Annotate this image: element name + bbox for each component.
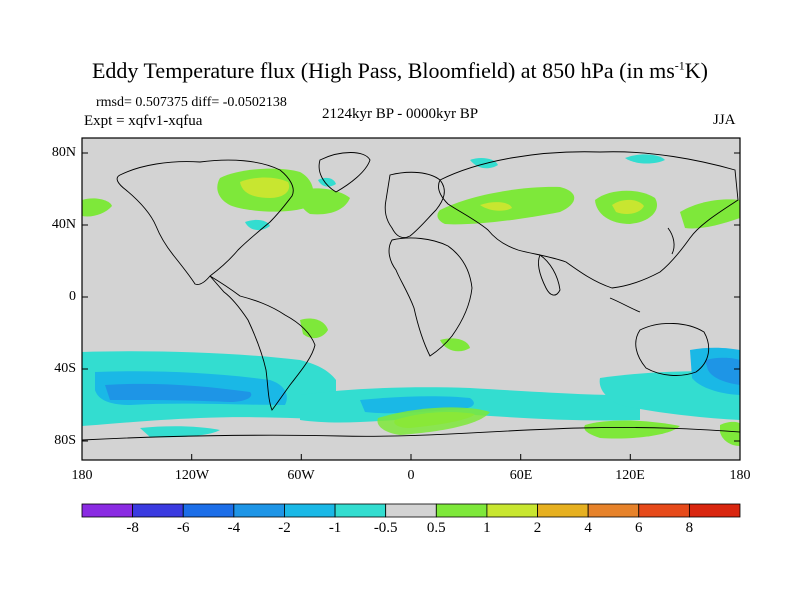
colorbar-label: -2 (278, 520, 291, 536)
colorbar-swatch (334, 503, 387, 518)
lon-label-60w: 60W (287, 468, 315, 483)
figure-title: Eddy Temperature flux (High Pass, Bloomf… (91, 58, 708, 83)
colorbar-label: -8 (126, 520, 139, 536)
colorbar-swatch (486, 503, 538, 518)
lon-label-0: 0 (407, 468, 415, 483)
colorbar-swatch (638, 503, 690, 518)
experiment-label: Expt = xqfv1-xqfua (84, 113, 203, 129)
colorbar-label: 4 (584, 520, 592, 536)
lat-label-40n: 40N (51, 217, 76, 232)
colorbar (81, 503, 741, 518)
colorbar-swatch (537, 503, 589, 518)
lon-label-180e: 180 (729, 468, 751, 483)
lat-label-40s: 40S (54, 361, 76, 376)
colorbar-swatch (688, 503, 741, 518)
colorbar-label: 1 (483, 520, 491, 536)
colorbar-label: 0.5 (426, 520, 446, 536)
colorbar-label: 8 (685, 520, 694, 536)
period-label: 2124kyr BP - 0000kyr BP (322, 106, 479, 122)
colorbar-label: 6 (635, 520, 643, 536)
colorbar-swatch (587, 503, 640, 518)
lon-label-120e: 120E (615, 468, 645, 483)
stats-readout: rmsd= 0.507375 diff= -0.0502138 (96, 95, 287, 110)
colorbar-label: -6 (176, 520, 190, 536)
lon-label-60e: 60E (509, 468, 533, 483)
map-ticks (81, 152, 741, 460)
lat-label-80s: 80S (54, 433, 76, 448)
lat-label-80n: 80N (51, 145, 76, 160)
colorbar-swatch (435, 503, 488, 518)
coastlines (81, 151, 741, 441)
lon-label-120w: 120W (174, 468, 210, 483)
colorbar-label: -0.5 (373, 520, 398, 536)
colorbar-label: -4 (227, 520, 241, 536)
season-label: JJA (713, 112, 736, 128)
colorbar-swatch (233, 503, 285, 518)
lat-label-0: 0 (69, 289, 76, 304)
colorbar-swatch (81, 503, 134, 518)
colorbar-swatch (182, 503, 235, 518)
colorbar-swatch (132, 503, 184, 518)
colorbar-label: -1 (328, 520, 342, 536)
colorbar-swatch (284, 503, 336, 518)
colorbar-swatch (385, 503, 437, 518)
lon-label-180w: 180 (71, 468, 93, 483)
colorbar-label: 2 (533, 520, 542, 536)
